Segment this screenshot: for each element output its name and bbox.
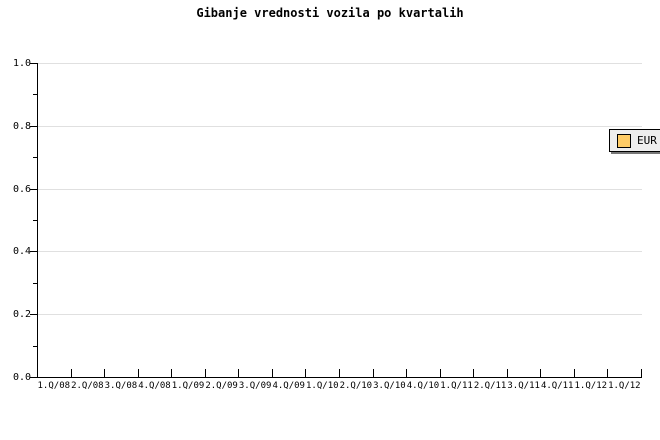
x-axis-label: 3.Q/08 (104, 381, 138, 391)
x-axis-label: 2.Q/11 (473, 381, 507, 391)
x-tick (272, 369, 273, 377)
gridline (38, 251, 642, 252)
y-axis-label: 0.4 (12, 246, 31, 257)
x-axis-label: 1.Q/12 (574, 381, 608, 391)
x-tick (540, 369, 541, 377)
x-tick (440, 369, 441, 377)
x-axis-label: 4.Q/08 (138, 381, 171, 391)
x-axis-label: 2.Q/09 (205, 381, 238, 391)
x-axis-label: 3.Q/10 (373, 381, 406, 391)
x-tick (305, 369, 306, 377)
y-major-tick (30, 126, 37, 127)
x-axis-label: 3.Q/09 (238, 381, 272, 391)
y-major-tick (30, 189, 37, 190)
x-axis-label: 2.Q/10 (339, 381, 373, 391)
x-axis-label: 1.Q/10 (306, 381, 339, 391)
x-tick (641, 369, 642, 377)
x-axis-label: 4.Q/11 (540, 381, 574, 391)
legend-label-eur: EUR (637, 134, 657, 147)
y-axis-label: 0.2 (12, 309, 31, 320)
y-axis-label: 1.0 (12, 58, 31, 69)
y-minor-tick (33, 157, 37, 158)
x-axis-label: 1.Q/11 (440, 381, 473, 391)
y-major-tick (30, 251, 37, 252)
y-major-tick (30, 377, 37, 378)
plot-area: EUR (30, 63, 660, 378)
gridline (38, 314, 642, 315)
x-tick (138, 369, 139, 377)
x-axis-label: 2.Q/08 (71, 381, 104, 391)
x-tick (507, 369, 508, 377)
chart-title: Gibanje vrednosti vozila po kvartalih (196, 6, 464, 20)
legend: EUR (609, 129, 660, 152)
y-minor-tick (33, 220, 37, 221)
x-axis-label: 1.Q/08 (37, 381, 71, 391)
y-minor-tick (33, 346, 37, 347)
x-tick (339, 369, 340, 377)
x-tick (104, 369, 105, 377)
x-axis-label: 3.Q/11 (507, 381, 540, 391)
x-tick (205, 369, 206, 377)
x-tick (71, 369, 72, 377)
y-axis-label: 0.0 (12, 372, 31, 383)
x-tick (406, 369, 407, 377)
x-tick (473, 369, 474, 377)
x-tick (574, 369, 575, 377)
y-axis-label: 0.6 (12, 184, 31, 195)
y-major-tick (30, 314, 37, 315)
gridline (38, 126, 642, 127)
y-major-tick (30, 63, 37, 64)
x-tick (607, 369, 608, 377)
legend-swatch-icon (617, 133, 631, 148)
gridline (38, 63, 642, 64)
y-minor-tick (33, 283, 37, 284)
x-axis-label: 4.Q/09 (272, 381, 305, 391)
gridline (38, 189, 642, 190)
x-axis-label: 4.Q/10 (406, 381, 440, 391)
x-axis-label: 1.Q/12 (608, 381, 641, 391)
x-axis-labels: 1.Q/08 2.Q/08 3.Q/08 4.Q/08 1.Q/09 2.Q/09 3.Q/… (37, 381, 641, 393)
x-tick (171, 369, 172, 377)
y-axis-label: 0.8 (12, 121, 31, 132)
y-minor-tick (33, 94, 37, 95)
y-axis-labels: 0.0 0.2 0.4 0.6 0.8 1.0 (0, 59, 31, 383)
x-tick (238, 369, 239, 377)
x-axis-label: 1.Q/09 (171, 381, 205, 391)
x-tick (373, 369, 374, 377)
